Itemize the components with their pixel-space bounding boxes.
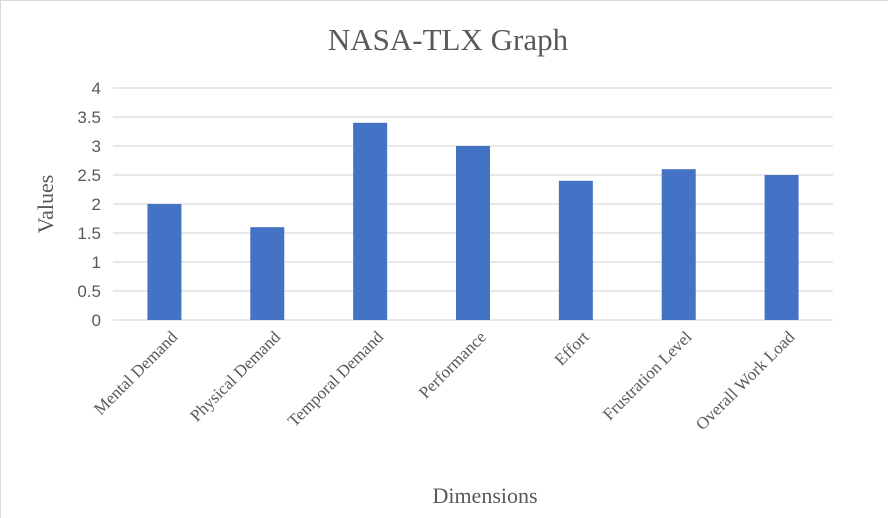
y-tick-label: 1 xyxy=(92,253,101,272)
bar-overall-work-load xyxy=(764,175,799,320)
y-tick-label: 3 xyxy=(92,137,101,156)
x-tick-label: Temporal Demand xyxy=(284,327,387,430)
y-axis-title: Values xyxy=(33,175,58,234)
chart-title: NASA-TLX Graph xyxy=(328,22,569,57)
y-axis-ticks: 0 0.5 1 1.5 2 2.5 3 3.5 4 xyxy=(77,79,101,330)
y-tick-label: 0 xyxy=(92,311,101,330)
y-tick-label: 3.5 xyxy=(77,108,101,127)
x-tick-label: Mental Demand xyxy=(90,327,182,419)
bars xyxy=(147,122,799,320)
x-tick-label: Effort xyxy=(551,327,593,369)
x-tick-label: Frustration Level xyxy=(599,327,696,424)
x-tick-label: Performance xyxy=(415,327,490,402)
y-tick-label: 4 xyxy=(92,79,101,98)
x-axis-title: Dimensions xyxy=(432,483,537,508)
y-tick-label: 1.5 xyxy=(77,224,101,243)
bar-physical-demand xyxy=(250,227,285,320)
bar-effort xyxy=(558,180,593,320)
bar-performance xyxy=(456,146,490,320)
x-tick-label: Physical Demand xyxy=(186,327,284,425)
x-tick-label: Overall Work Load xyxy=(692,327,799,434)
y-tick-label: 0.5 xyxy=(77,282,101,301)
bar-mental-demand xyxy=(147,204,182,320)
bar-temporal-demand xyxy=(353,122,388,320)
y-tick-label: 2.5 xyxy=(77,166,101,185)
bar-frustration-level xyxy=(661,169,696,320)
y-tick-label: 2 xyxy=(92,195,101,214)
x-axis-labels: Mental Demand Physical Demand Temporal Dem… xyxy=(90,327,799,434)
